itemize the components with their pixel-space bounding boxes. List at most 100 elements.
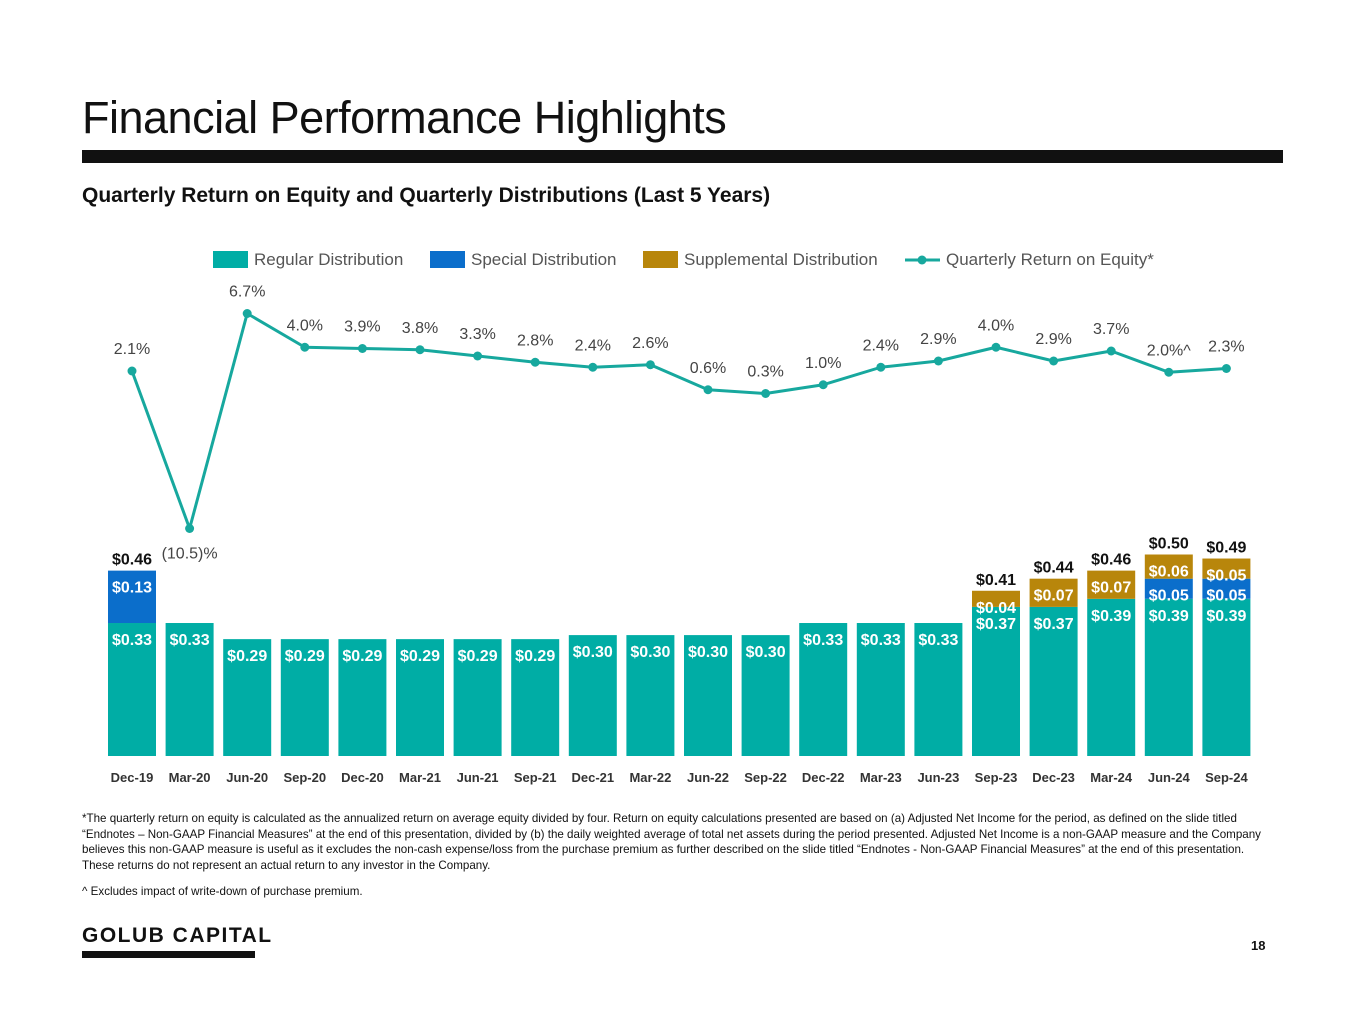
roe-label-Jun-23: 2.9% [920, 331, 956, 348]
bar-regular-Mar-22 [626, 635, 675, 756]
roe-label-Jun-20: 6.7% [229, 284, 265, 301]
bar-total-Sep-24: $0.49 [1206, 540, 1246, 557]
bar-special-Dec-19 [108, 570, 156, 624]
bar-label-supplemental-Dec-23: $0.07 [1034, 588, 1074, 605]
legend-label-supplemental: Supplemental Distribution [684, 250, 878, 269]
roe-point-Mar-20 [185, 524, 195, 533]
roe-label-Sep-22: 0.3% [747, 364, 783, 381]
logo-underline [82, 951, 255, 958]
x-tick-Mar-20: Mar-20 [169, 770, 211, 785]
roe-point-Sep-21 [530, 357, 540, 367]
roe-label-Dec-19: 2.1% [114, 341, 150, 358]
bar-regular-Mar-24 [1087, 598, 1136, 756]
page-title: Financial Performance Highlights [82, 92, 727, 143]
roe-label-Dec-22: 1.0% [805, 355, 841, 372]
bar-label-regular-Jun-23: $0.33 [918, 632, 958, 649]
x-axis: Dec-19 Mar-20 Jun-20 Sep-20 Dec-20 Mar-21 Jun-… [111, 770, 1249, 785]
chart-legend: Regular Distribution Special Distributio… [213, 250, 1154, 269]
x-tick-Jun-23: Jun-23 [917, 770, 959, 785]
roe-point-Dec-23 [1049, 356, 1059, 366]
footnote-caret: ^ Excludes impact of write-down of purch… [82, 885, 363, 898]
bar-regular-Jun-20 [223, 639, 272, 756]
bar-regular-Mar-21 [396, 639, 444, 756]
roe-label-Sep-24: 2.3% [1208, 339, 1244, 356]
x-tick-Dec-20: Dec-20 [341, 770, 384, 785]
roe-point-Jun-24 [1164, 367, 1174, 377]
bar-regular-Sep-23 [972, 606, 1020, 756]
x-tick-Sep-24: Sep-24 [1205, 770, 1248, 785]
bar-regular-Sep-21 [511, 639, 560, 756]
bar-label-regular-Sep-22: $0.30 [746, 644, 786, 661]
roe-label-Mar-24: 3.7% [1093, 321, 1129, 338]
roe-label-Jun-24: 2.0%^ [1147, 342, 1191, 359]
bar-total-Jun-24: $0.50 [1149, 536, 1189, 553]
roe-line [130, 312, 1227, 530]
roe-label-Mar-22: 2.6% [632, 335, 668, 352]
roe-label-Sep-20: 4.0% [287, 317, 323, 334]
company-logo: GOLUB CAPITAL [82, 924, 273, 947]
bar-regular-Dec-23 [1029, 606, 1078, 756]
bar-label-regular-Dec-22: $0.33 [803, 632, 843, 649]
bar-special-Sep-24 [1202, 578, 1251, 599]
bar-regular-Sep-20 [280, 639, 329, 756]
bar-total-Mar-24: $0.46 [1091, 552, 1131, 569]
x-tick-Sep-23: Sep-23 [975, 770, 1018, 785]
roe-point-Mar-23 [876, 362, 886, 372]
bar-label-regular-Jun-24: $0.39 [1149, 608, 1189, 625]
roe-point-Mar-22 [645, 360, 655, 370]
bar-label-regular-Sep-23: $0.37 [976, 616, 1016, 633]
bar-regular-Jun-24 [1144, 598, 1193, 756]
roe-label-Dec-23: 2.9% [1035, 331, 1071, 348]
roe-point-Dec-21 [588, 362, 598, 372]
bar-regular-Mar-20 [165, 623, 214, 756]
bar-regular-Mar-23 [856, 623, 905, 756]
bar-total-Sep-23: $0.41 [976, 572, 1016, 589]
roe-point-Mar-24 [1106, 346, 1116, 356]
bar-label-regular-Mar-21: $0.29 [400, 648, 440, 665]
bar-total-Dec-19: $0.46 [112, 552, 152, 569]
roe-label-Mar-21: 3.8% [402, 320, 438, 337]
roe-line-group: 2.1% (10.5)% 6.7% 4.0% 3.9% 3.8% 3.3% 2.8% 2.4% 2… [114, 284, 1245, 563]
roe-point-Jun-20 [242, 309, 252, 318]
x-tick-Mar-21: Mar-21 [399, 770, 441, 785]
roe-label-Jun-22: 0.6% [690, 360, 726, 377]
legend-label-roe: Quarterly Return on Equity* [946, 250, 1154, 269]
roe-point-Sep-24 [1221, 364, 1231, 373]
bar-label-supplemental-Mar-24: $0.07 [1091, 580, 1131, 597]
bar-label-regular-Dec-19: $0.33 [112, 632, 152, 649]
x-tick-Dec-22: Dec-22 [802, 770, 845, 785]
legend-label-special: Special Distribution [471, 250, 617, 269]
bar-label-regular-Mar-24: $0.39 [1091, 608, 1131, 625]
bar-supplemental-Jun-24 [1144, 554, 1193, 579]
bar-series-group: $0.33 $0.13 $0.46 $0.33 $0.29 $0.29 $0.29 $0.29… [108, 536, 1251, 756]
bar-supplemental-Dec-23 [1029, 578, 1078, 607]
roe-point-Dec-22 [818, 380, 828, 390]
bar-label-special-Dec-19: $0.13 [112, 580, 152, 597]
bar-regular-Dec-20 [338, 639, 387, 756]
roe-label-Sep-21: 2.8% [517, 332, 553, 349]
x-tick-Jun-22: Jun-22 [687, 770, 729, 785]
bar-label-supplemental-Sep-23: $0.04 [976, 600, 1016, 617]
bar-total-Dec-23: $0.44 [1034, 560, 1074, 577]
bar-label-regular-Dec-21: $0.30 [573, 644, 613, 661]
roe-label-Dec-21: 2.4% [575, 337, 611, 354]
legend-swatch-regular [213, 251, 248, 268]
bar-regular-Dec-22 [799, 623, 848, 756]
roe-label-Mar-23: 2.4% [863, 337, 899, 354]
roe-point-Dec-19 [127, 366, 137, 376]
x-tick-Dec-23: Dec-23 [1032, 770, 1075, 785]
roe-point-Jun-21 [473, 351, 483, 361]
bar-label-regular-Mar-23: $0.33 [861, 632, 901, 649]
x-tick-Sep-21: Sep-21 [514, 770, 557, 785]
bar-label-supplemental-Jun-24: $0.06 [1149, 564, 1189, 581]
bar-label-regular-Dec-20: $0.29 [342, 648, 382, 665]
roe-label-Mar-20: (10.5)% [162, 546, 218, 563]
roe-point-Jun-23 [933, 356, 943, 366]
x-tick-Jun-20: Jun-20 [226, 770, 268, 785]
bar-regular-Sep-24 [1202, 598, 1251, 756]
x-tick-Sep-22: Sep-22 [744, 770, 787, 785]
bar-regular-Dec-19 [108, 623, 156, 756]
x-tick-Mar-24: Mar-24 [1090, 770, 1133, 785]
bar-label-regular-Jun-20: $0.29 [227, 648, 267, 665]
legend-marker-roe [917, 255, 927, 265]
